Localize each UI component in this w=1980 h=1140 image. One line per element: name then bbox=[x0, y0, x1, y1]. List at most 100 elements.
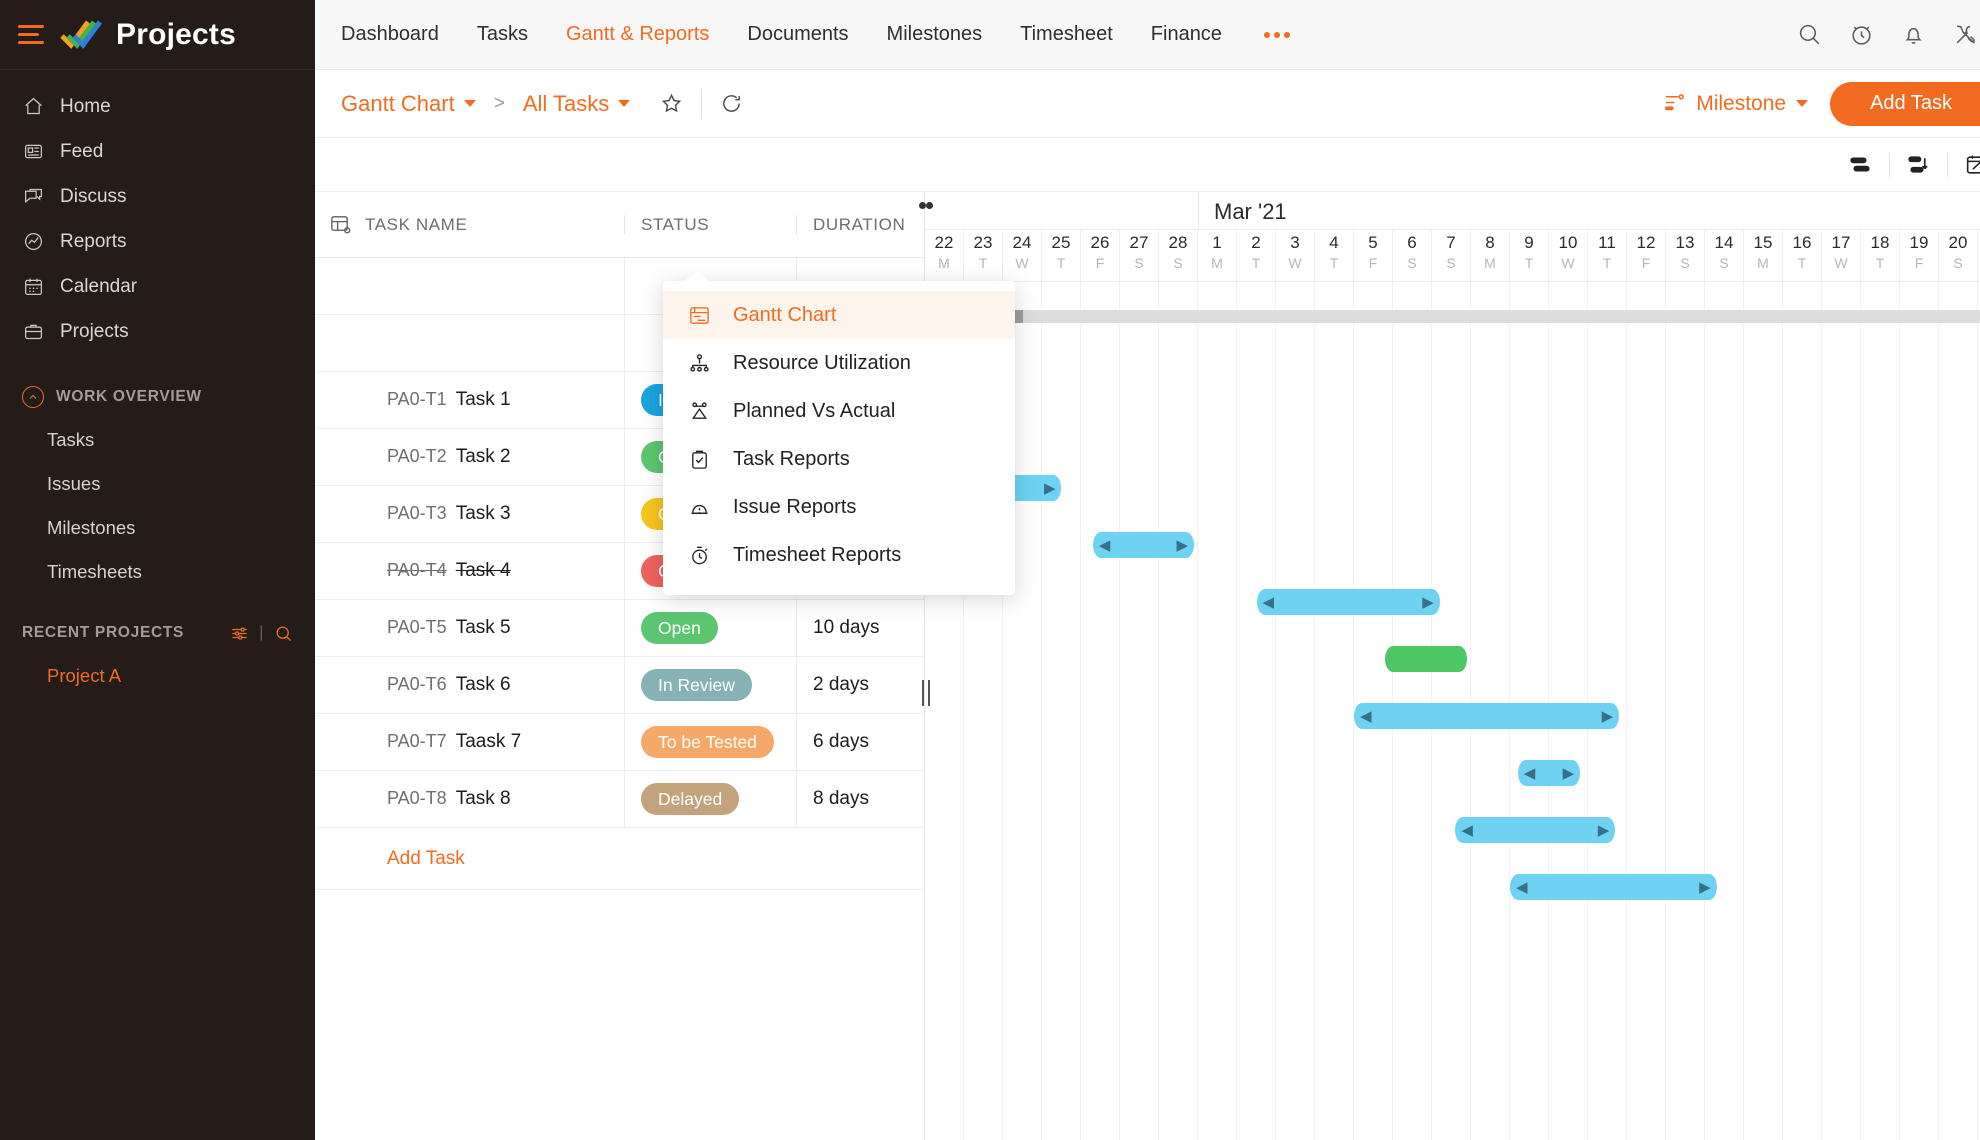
gantt-summary-bar[interactable] bbox=[925, 310, 1980, 332]
table-row[interactable]: PA0-T7 Taask 7 To be Tested 6 days bbox=[315, 713, 924, 771]
gantt-day-weekday: F bbox=[1368, 255, 1378, 271]
table-row[interactable]: PA0-T8 Task 8 Delayed 8 days bbox=[315, 770, 924, 828]
column-settings-icon[interactable] bbox=[315, 213, 365, 236]
planned-actual-icon bbox=[687, 400, 711, 423]
task-duration-cell: 8 days bbox=[796, 770, 924, 828]
sidebar-item-projects[interactable]: Projects bbox=[0, 309, 315, 354]
star-icon[interactable] bbox=[660, 92, 683, 115]
menu-item-timesheet-reports[interactable]: Timesheet Reports bbox=[663, 531, 1015, 579]
gantt-day-number: 27 bbox=[1129, 233, 1149, 252]
divider bbox=[1889, 152, 1890, 177]
gantt-grid-column bbox=[1081, 282, 1120, 1140]
filter-settings-icon[interactable] bbox=[230, 624, 249, 643]
gantt-day-weekday: F bbox=[1914, 255, 1924, 271]
gantt-day-cell: 17 W bbox=[1822, 230, 1861, 281]
table-row[interactable]: PA0-T5 Task 5 Open 10 days bbox=[315, 599, 924, 657]
sidebar-item-reports[interactable]: Reports bbox=[0, 219, 315, 264]
pane-splitter[interactable] bbox=[919, 192, 933, 1140]
breadcrumb-toolbar: Gantt Chart > All Tasks bbox=[315, 70, 1980, 138]
gantt-grid-column bbox=[1120, 282, 1159, 1140]
sidebar-item-label: Home bbox=[60, 95, 111, 117]
hamburger-menu-icon[interactable] bbox=[18, 25, 44, 44]
column-header-status: STATUS bbox=[624, 214, 796, 235]
gantt-grid-column bbox=[1588, 282, 1627, 1140]
calendar-icon bbox=[22, 276, 44, 298]
baseline-icon[interactable] bbox=[1848, 152, 1873, 177]
gantt-day-number: 11 bbox=[1598, 233, 1616, 252]
splitter-knob bbox=[926, 202, 933, 209]
gantt-task-bar[interactable]: ◀▶ bbox=[1510, 874, 1717, 900]
add-task-row[interactable]: Add Task bbox=[315, 828, 924, 890]
gantt-task-bar[interactable]: ◀▶ bbox=[1354, 703, 1620, 729]
timer-icon[interactable] bbox=[1849, 22, 1874, 47]
gantt-day-number: 14 bbox=[1714, 233, 1734, 252]
menu-item-resource-utilization[interactable]: Resource Utilization bbox=[663, 339, 1015, 387]
gantt-day-number: 25 bbox=[1051, 233, 1071, 252]
gantt-day-number: 5 bbox=[1368, 233, 1378, 252]
divider bbox=[1947, 152, 1948, 177]
search-icon[interactable] bbox=[274, 624, 293, 643]
sidebar-item-timesheets[interactable]: Timesheets bbox=[0, 550, 315, 594]
menu-item-issue-reports[interactable]: Issue Reports bbox=[663, 483, 1015, 531]
sidebar-item-home[interactable]: Home bbox=[0, 84, 315, 129]
sidebar-item-calendar[interactable]: Calendar bbox=[0, 264, 315, 309]
task-title: Task 3 bbox=[455, 503, 511, 524]
tab-tasks[interactable]: Tasks bbox=[476, 23, 528, 45]
sidebar-item-discuss[interactable]: Discuss bbox=[0, 174, 315, 219]
sidebar-item-label: Calendar bbox=[60, 275, 138, 297]
menu-item-gantt-chart[interactable]: Gantt Chart bbox=[663, 291, 1015, 339]
gantt-day-number: 19 bbox=[1909, 233, 1929, 252]
gantt-day-weekday: M bbox=[1211, 255, 1223, 271]
gantt-grid-column bbox=[1861, 282, 1900, 1140]
menu-item-task-reports[interactable]: Task Reports bbox=[663, 435, 1015, 483]
tab-timesheet[interactable]: Timesheet bbox=[1020, 23, 1113, 45]
tab-dashboard[interactable]: Dashboard bbox=[341, 23, 439, 45]
refresh-icon[interactable] bbox=[720, 92, 743, 115]
breadcrumb-view-selector[interactable]: Gantt Chart bbox=[341, 91, 476, 117]
tab-milestones[interactable]: Milestones bbox=[886, 23, 983, 45]
calendar-view-icon[interactable] bbox=[1964, 152, 1980, 177]
sidebar-item-issues[interactable]: Issues bbox=[0, 462, 315, 506]
add-task-button[interactable]: Add Task bbox=[1830, 81, 1980, 126]
recent-projects-label: RECENT PROJECTS bbox=[22, 624, 185, 641]
breadcrumb-filter-selector[interactable]: All Tasks bbox=[523, 91, 631, 117]
more-tabs-icon[interactable] bbox=[1260, 31, 1290, 38]
resource-icon bbox=[687, 352, 711, 375]
bell-icon[interactable] bbox=[1901, 22, 1926, 47]
task-name-cell: PA0-T1 Task 1 bbox=[365, 389, 624, 411]
tab-documents[interactable]: Documents bbox=[747, 23, 849, 45]
tools-icon[interactable] bbox=[1953, 22, 1978, 47]
gantt-task-bar[interactable]: ◀▶ bbox=[1517, 760, 1581, 786]
gantt-day-weekday: T bbox=[1602, 255, 1612, 271]
sidebar-header: Projects bbox=[0, 0, 315, 70]
sidebar-item-tasks[interactable]: Tasks bbox=[0, 418, 315, 462]
search-icon[interactable] bbox=[1797, 22, 1822, 47]
gantt-task-bar[interactable] bbox=[1385, 646, 1468, 672]
gantt-task-bar[interactable]: ◀▶ bbox=[1256, 589, 1440, 615]
dependency-icon[interactable] bbox=[1906, 152, 1931, 177]
work-overview-section-header[interactable]: WORK OVERVIEW bbox=[0, 376, 315, 418]
gantt-task-bar[interactable]: ◀▶ bbox=[1092, 532, 1195, 558]
add-task-link[interactable]: Add Task bbox=[387, 847, 465, 869]
table-row[interactable]: PA0-T6 Task 6 In Review 2 days bbox=[315, 656, 924, 714]
breadcrumb-view-label: Gantt Chart bbox=[341, 90, 455, 116]
sidebar-item-feed[interactable]: Feed bbox=[0, 129, 315, 174]
gantt-day-cell: 15 M bbox=[1744, 230, 1783, 281]
sidebar-item-project-a[interactable]: Project A bbox=[0, 654, 315, 698]
sidebar-item-milestones[interactable]: Milestones bbox=[0, 506, 315, 550]
menu-item-label: Planned Vs Actual bbox=[733, 399, 896, 422]
tab-gantt-and-reports[interactable]: Gantt & Reports bbox=[565, 23, 710, 45]
tab-finance[interactable]: Finance bbox=[1150, 23, 1222, 45]
menu-item-planned-vs-actual[interactable]: Planned Vs Actual bbox=[663, 387, 1015, 435]
milestone-selector[interactable]: Milestone bbox=[1663, 92, 1809, 116]
sidebar-nav: Home Feed Discuss Reports Calendar Proje… bbox=[0, 70, 315, 354]
gantt-grid: ◀▶◀▶◀▶◀▶◀▶◀▶◀▶ bbox=[925, 282, 1980, 1140]
task-name-cell: PA0-T4 Task 4 bbox=[365, 560, 624, 582]
stopwatch-icon bbox=[687, 544, 711, 567]
divider: | bbox=[259, 624, 264, 641]
gantt-task-bar[interactable]: ◀▶ bbox=[1455, 817, 1616, 843]
